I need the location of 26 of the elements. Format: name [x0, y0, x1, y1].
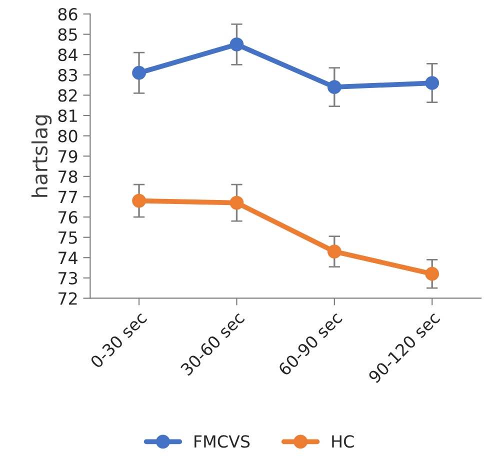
- y-tick-label: 77: [58, 190, 77, 204]
- legend-label: HC: [332, 435, 354, 448]
- point: [132, 66, 146, 80]
- point: [425, 266, 440, 281]
- point: [230, 37, 244, 52]
- y-tick-label: 76: [58, 210, 78, 224]
- point: [327, 80, 342, 94]
- y-tick-label: 72: [58, 292, 77, 305]
- y-tick-label: 85: [58, 28, 77, 41]
- y-tick-label: 86: [58, 8, 78, 21]
- legend-label: FMCVS: [194, 435, 250, 448]
- y-tick-label: 83: [58, 68, 78, 82]
- point: [327, 244, 342, 258]
- point: [230, 196, 244, 210]
- y-tick-label: 79: [58, 150, 78, 163]
- y-tick-label: 78: [58, 170, 78, 183]
- y-tick-label: 73: [58, 272, 78, 285]
- y-tick-label: 84: [58, 48, 78, 62]
- y-tick-label: 74: [58, 252, 78, 264]
- y-tick-label: 82: [58, 89, 77, 102]
- y-tick-label: 75: [58, 232, 77, 244]
- y-tick-label: 80: [58, 130, 78, 142]
- point: [132, 194, 146, 208]
- y-tick-label: 81: [58, 109, 77, 122]
- y-axis-title: hartslag: [31, 115, 52, 197]
- point: [425, 76, 440, 90]
